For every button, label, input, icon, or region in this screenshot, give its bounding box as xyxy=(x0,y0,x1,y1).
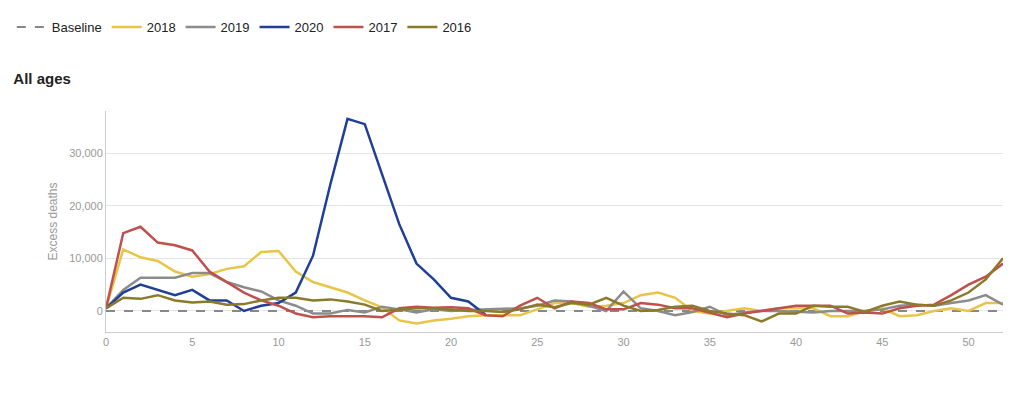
svg-text:Baseline: Baseline xyxy=(52,20,102,35)
svg-text:25: 25 xyxy=(531,336,543,348)
svg-text:30,000: 30,000 xyxy=(69,147,103,159)
svg-text:10: 10 xyxy=(272,336,284,348)
svg-text:2020: 2020 xyxy=(295,20,324,35)
svg-text:All ages: All ages xyxy=(13,70,71,87)
svg-text:5: 5 xyxy=(189,336,195,348)
svg-text:2016: 2016 xyxy=(442,20,471,35)
svg-text:2018: 2018 xyxy=(147,20,176,35)
svg-text:15: 15 xyxy=(359,336,371,348)
svg-text:50: 50 xyxy=(962,336,974,348)
svg-text:45: 45 xyxy=(876,336,888,348)
svg-text:35: 35 xyxy=(704,336,716,348)
svg-text:30: 30 xyxy=(617,336,629,348)
svg-text:0: 0 xyxy=(97,305,103,317)
svg-text:Excess deaths: Excess deaths xyxy=(46,182,60,260)
svg-text:20: 20 xyxy=(445,336,457,348)
svg-text:40: 40 xyxy=(790,336,802,348)
svg-text:2019: 2019 xyxy=(221,20,250,35)
svg-text:10,000: 10,000 xyxy=(69,252,103,264)
svg-text:20,000: 20,000 xyxy=(69,200,103,212)
svg-text:2017: 2017 xyxy=(368,20,397,35)
svg-text:0: 0 xyxy=(103,336,109,348)
